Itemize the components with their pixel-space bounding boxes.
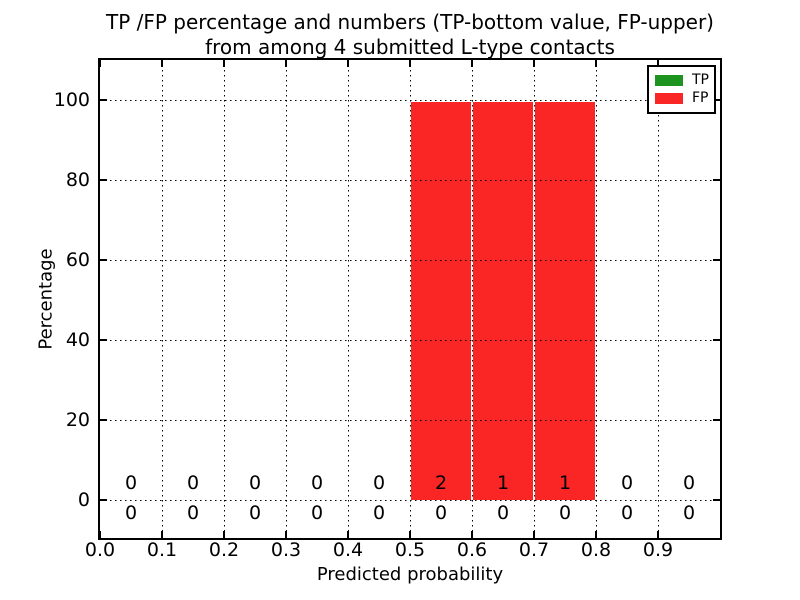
- y-tick-label: 60: [65, 249, 90, 271]
- gridline-vertical: [472, 60, 473, 538]
- x-tick-mark-top: [285, 60, 287, 67]
- x-tick-label: 0.2: [208, 539, 240, 561]
- tp-count-label: 0: [434, 502, 448, 524]
- gridline-vertical: [286, 60, 287, 538]
- x-tick-mark-bottom: [161, 531, 163, 538]
- gridline-vertical: [348, 60, 349, 538]
- bar-fp: [411, 102, 471, 500]
- tp-count-label: 0: [558, 502, 572, 524]
- x-tick-mark-top: [409, 60, 411, 67]
- bar-fp: [535, 102, 595, 500]
- fp-count-label: 0: [310, 472, 324, 494]
- x-tick-label: 0.8: [580, 539, 612, 561]
- x-tick-label: 0.5: [394, 539, 426, 561]
- tp-count-label: 0: [372, 502, 386, 524]
- x-tick-mark-top: [223, 60, 225, 67]
- y-tick-mark-left: [100, 339, 107, 341]
- chart-title-line2: from among 4 submitted L-type contacts: [205, 35, 615, 59]
- fp-count-label: 0: [186, 472, 200, 494]
- x-tick-label: 0.7: [518, 539, 550, 561]
- x-tick-mark-bottom: [347, 531, 349, 538]
- y-tick-mark-right: [713, 99, 720, 101]
- x-tick-mark-top: [657, 60, 659, 67]
- gridline-vertical: [596, 60, 597, 538]
- legend-label: FP: [692, 90, 709, 106]
- y-tick-mark-right: [713, 179, 720, 181]
- x-tick-label: 0.0: [84, 539, 116, 561]
- x-tick-mark-top: [595, 60, 597, 67]
- fp-count-label: 0: [620, 472, 634, 494]
- y-tick-mark-right: [713, 339, 720, 341]
- y-tick-mark-right: [713, 499, 720, 501]
- chart-title-line1: TP /FP percentage and numbers (TP-bottom…: [106, 10, 714, 34]
- fp-count-label: 0: [248, 472, 262, 494]
- bar-fp: [473, 102, 533, 500]
- y-tick-label: 40: [65, 329, 90, 351]
- tp-count-label: 0: [682, 502, 696, 524]
- x-tick-label: 0.4: [332, 539, 364, 561]
- plot-area: TP FP 0 0 0 0 0 2 1 1 0 0 0 0 0 0 0 0 0 0 0 0: [98, 58, 722, 540]
- x-tick-mark-top: [99, 60, 101, 67]
- gridline-vertical: [410, 60, 411, 538]
- y-tick-mark-left: [100, 259, 107, 261]
- legend-swatch-fp: [655, 93, 683, 104]
- y-tick-mark-left: [100, 419, 107, 421]
- y-tick-mark-left: [100, 499, 107, 501]
- y-tick-mark-left: [100, 99, 107, 101]
- x-tick-mark-bottom: [223, 531, 225, 538]
- x-tick-mark-bottom: [533, 531, 535, 538]
- x-tick-mark-bottom: [285, 531, 287, 538]
- x-tick-mark-top: [533, 60, 535, 67]
- tp-count-label: 0: [496, 502, 510, 524]
- y-tick-label: 20: [65, 409, 90, 431]
- x-tick-label: 0.3: [270, 539, 302, 561]
- x-tick-mark-bottom: [595, 531, 597, 538]
- fp-count-label: 0: [124, 472, 138, 494]
- tp-count-label: 0: [620, 502, 634, 524]
- legend-swatch-tp: [655, 75, 683, 86]
- legend: TP FP: [647, 65, 716, 114]
- tp-count-label: 0: [310, 502, 324, 524]
- gridline-vertical: [162, 60, 163, 538]
- x-tick-label: 0.6: [456, 539, 488, 561]
- y-tick-mark-left: [100, 179, 107, 181]
- x-tick-label: 0.1: [146, 539, 178, 561]
- gridline-vertical: [224, 60, 225, 538]
- x-tick-mark-top: [471, 60, 473, 67]
- gridline-vertical: [534, 60, 535, 538]
- y-tick-mark-right: [713, 259, 720, 261]
- chart-title: TP /FP percentage and numbers (TP-bottom…: [100, 10, 720, 60]
- fp-count-label: 0: [682, 472, 696, 494]
- x-axis-label: Predicted probability: [316, 564, 504, 585]
- legend-label: TP: [692, 72, 709, 88]
- x-tick-mark-top: [347, 60, 349, 67]
- gridline-vertical: [658, 60, 659, 538]
- legend-entry-tp: TP: [655, 72, 709, 89]
- fp-count-label: 2: [434, 472, 448, 494]
- legend-entry-fp: FP: [655, 90, 709, 107]
- fp-count-label: 0: [372, 472, 386, 494]
- x-tick-mark-top: [161, 60, 163, 67]
- tp-count-label: 0: [186, 502, 200, 524]
- y-tick-label: 0: [77, 489, 90, 511]
- x-tick-mark-bottom: [471, 531, 473, 538]
- plot-inner: TP FP 0 0 0 0 0 2 1 1 0 0 0 0 0 0 0 0 0 0 0 0: [99, 60, 720, 538]
- x-tick-mark-bottom: [657, 531, 659, 538]
- tp-count-label: 0: [124, 502, 138, 524]
- fp-count-label: 1: [496, 472, 510, 494]
- x-tick-mark-bottom: [409, 531, 411, 538]
- fp-count-label: 1: [558, 472, 572, 494]
- x-tick-mark-bottom: [99, 531, 101, 538]
- y-tick-label: 80: [65, 169, 90, 191]
- tp-count-label: 0: [248, 502, 262, 524]
- x-tick-label: 0.9: [642, 539, 674, 561]
- y-tick-label: 100: [53, 89, 90, 111]
- y-tick-mark-right: [713, 419, 720, 421]
